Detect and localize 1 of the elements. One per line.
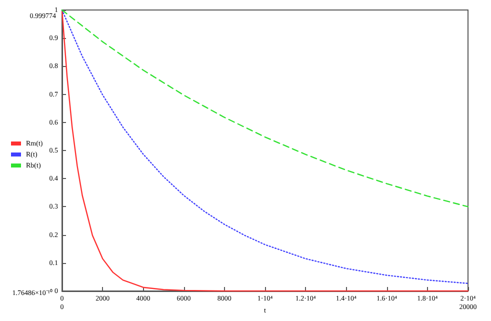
line-series <box>61 9 469 208</box>
